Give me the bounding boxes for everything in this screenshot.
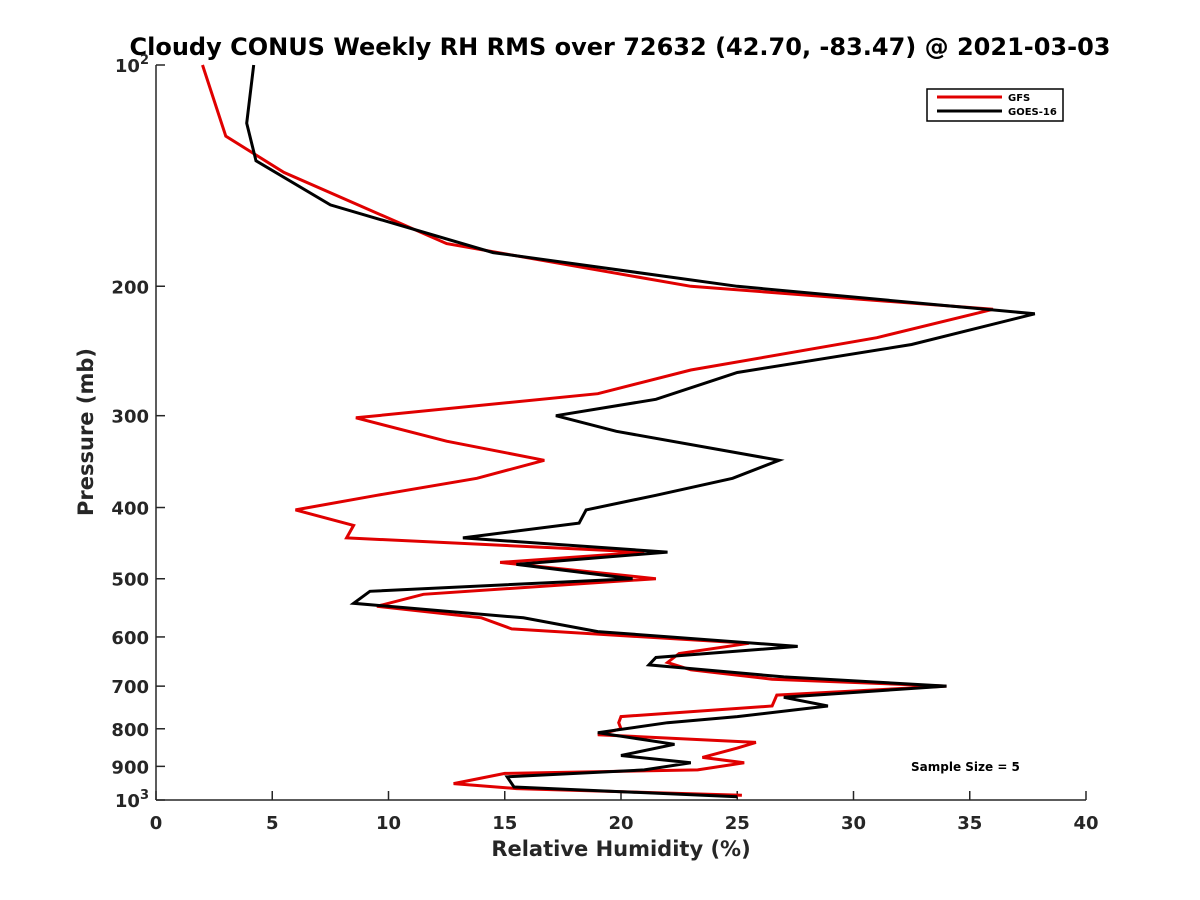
y-tick-label: 200 [111,277,149,298]
y-tick-exponent: 3 [140,788,149,803]
y-tick-label: 300 [111,407,149,428]
x-tick-label: 10 [376,813,401,834]
y-tick-label: 400 [111,499,149,520]
x-tick-label: 25 [725,813,750,834]
y-tick-label: 500 [111,570,149,591]
x-tick-label: 20 [608,813,633,834]
y-tick-label: 700 [111,677,149,698]
series-line-goes-16 [245,64,1036,799]
legend-label: GFS [1008,93,1030,104]
legend-box [926,88,1064,122]
y-tick-exponent: 2 [140,53,149,68]
y-tick-base: 10 [115,56,140,77]
x-tick-label: 40 [1073,813,1098,834]
x-tick-label: 5 [266,813,279,834]
chart-title: Cloudy CONUS Weekly RH RMS over 72632 (4… [130,33,1111,61]
series-line-gfs [201,64,994,797]
legend-label: GOES-16 [1008,107,1057,118]
y-tick-label: 600 [111,628,149,649]
x-tick-label: 30 [841,813,866,834]
x-tick-label: 15 [492,813,517,834]
sample-size-annotation: Sample Size = 5 [911,760,1020,774]
legend: GFS GOES-16 [926,88,1064,122]
y-tick-label: 103 [115,788,149,812]
y-tick-label: 900 [111,757,149,778]
x-tick-label: 0 [150,813,163,834]
y-tick-base: 10 [115,791,140,812]
x-axis-label: Relative Humidity (%) [491,837,750,861]
x-axis-ticks: 0 5 10 15 20 25 30 35 40 [150,791,1099,834]
y-tick-label: 800 [111,720,149,741]
x-tick-label: 35 [957,813,982,834]
y-axis-label: Pressure (mb) [74,348,98,516]
series-layer [201,64,1036,799]
y-tick-label: 102 [115,53,149,77]
